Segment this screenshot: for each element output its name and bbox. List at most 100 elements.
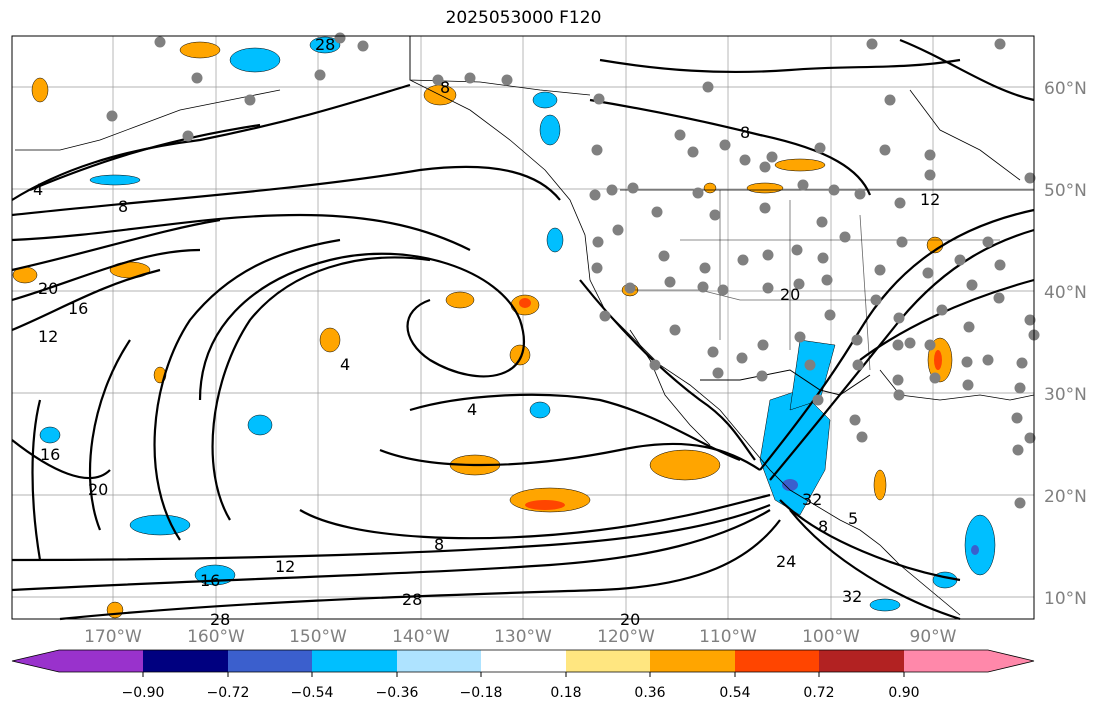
colorbar-tick-label: −0.18 [460, 685, 503, 701]
station-marker [839, 231, 851, 243]
negative-anomaly-area [869, 598, 901, 612]
longitude-label: 140°W [392, 627, 450, 647]
positive-anomaly-area [445, 291, 475, 309]
negative-anomaly-area [532, 91, 558, 109]
station-marker [1024, 172, 1036, 184]
contour-label-layer: 4 8 8 4 20 16 12 4 16 20 8 12 16 28 28 2… [33, 35, 940, 629]
station-marker [982, 354, 994, 366]
station-marker [821, 274, 833, 286]
negative-anomaly-area [546, 227, 564, 253]
latitude-label: 50°N [1044, 181, 1087, 201]
station-marker [854, 188, 866, 200]
negative-anomaly-area [129, 514, 191, 536]
station-marker [870, 294, 882, 306]
station-marker [766, 151, 778, 163]
station-marker [879, 144, 891, 156]
station-marker [737, 254, 749, 266]
station-marker [954, 254, 966, 266]
station-marker [687, 146, 699, 158]
colorbar-extend-max [988, 650, 1034, 672]
negative-anomaly-area [309, 36, 341, 54]
positive-anomaly-area [873, 469, 887, 501]
station-marker [719, 139, 731, 151]
colorbar-segment [312, 650, 397, 672]
station-marker [674, 129, 686, 141]
station-marker [816, 216, 828, 228]
colorbar-segment [59, 650, 143, 672]
station-marker [593, 93, 605, 105]
station-marker [874, 264, 886, 276]
station-marker [756, 370, 768, 382]
station-marker [627, 182, 639, 194]
station-marker [106, 110, 118, 122]
station-marker [936, 304, 948, 316]
station-marker [791, 244, 803, 256]
positive-anomaly-area [31, 77, 49, 103]
station-marker [762, 249, 774, 261]
station-marker [1012, 444, 1024, 456]
station-marker [1011, 412, 1023, 424]
station-marker [334, 32, 346, 44]
positive-anomaly-area [106, 601, 124, 619]
station-marker [982, 236, 994, 248]
station-marker [892, 339, 904, 351]
colorbar-tick-label: 0.36 [634, 685, 665, 701]
contour-label: 5 [848, 509, 858, 528]
contour-label: 28 [315, 35, 335, 54]
map-frame [11, 35, 1035, 620]
contour-label: 24 [776, 552, 796, 571]
positive-anomaly-area [703, 182, 717, 194]
station-marker [793, 278, 805, 290]
station-marker [1016, 357, 1028, 369]
station-marker [1014, 497, 1026, 509]
station-marker [736, 352, 748, 364]
contour-label: 20 [38, 279, 58, 298]
contour-label: 4 [467, 400, 477, 419]
contour-label: 12 [920, 190, 940, 209]
station-marker [824, 309, 836, 321]
station-marker [929, 372, 941, 384]
station-marker [589, 189, 601, 201]
latitude-labels: 60°N 50°N 40°N 30°N 20°N 10°N [1044, 79, 1087, 609]
station-marker [606, 184, 618, 196]
latitude-label: 30°N [1044, 385, 1087, 405]
station-marker [699, 262, 711, 274]
station-marker [664, 276, 676, 288]
station-marker [922, 267, 934, 279]
colorbar-tick-label: −0.72 [207, 685, 250, 701]
shaded-field-layer [12, 36, 996, 619]
negative-anomaly-area [964, 514, 996, 576]
colorbar-segment [904, 650, 988, 672]
colorbar-extend-min [12, 650, 59, 672]
station-marker [182, 130, 194, 142]
contour-label: 20 [780, 285, 800, 304]
station-marker [896, 236, 908, 248]
station-marker [797, 179, 809, 191]
station-marker [669, 324, 681, 336]
longitude-label: 100°W [802, 627, 860, 647]
station-marker [966, 279, 978, 291]
station-marker [357, 40, 369, 52]
contour-label: 32 [802, 490, 822, 509]
station-marker [892, 374, 904, 386]
longitude-labels: 170°W 160°W 150°W 140°W 130°W 120°W 110°… [84, 627, 957, 647]
negative-anomaly-area [247, 414, 273, 436]
positive-anomaly-area [509, 344, 531, 366]
colorbar-outline [11, 649, 1035, 673]
station-marker [712, 367, 724, 379]
latitude-label: 60°N [1044, 79, 1087, 99]
contour-label: 8 [440, 78, 450, 97]
negative-anomaly-area [539, 114, 561, 146]
strong-positive-anomaly-area [519, 298, 531, 308]
longitude-label: 130°W [494, 627, 552, 647]
station-marker [154, 36, 166, 48]
contour-label: 4 [33, 180, 43, 199]
contour-label: 4 [340, 355, 350, 374]
station-marker [961, 356, 973, 368]
negative-anomaly-area [229, 47, 281, 73]
station-marker [651, 206, 663, 218]
station-marker [599, 310, 611, 322]
station-marker [717, 284, 729, 296]
coastline-layer [15, 36, 1035, 616]
contour-label: 12 [275, 557, 295, 576]
